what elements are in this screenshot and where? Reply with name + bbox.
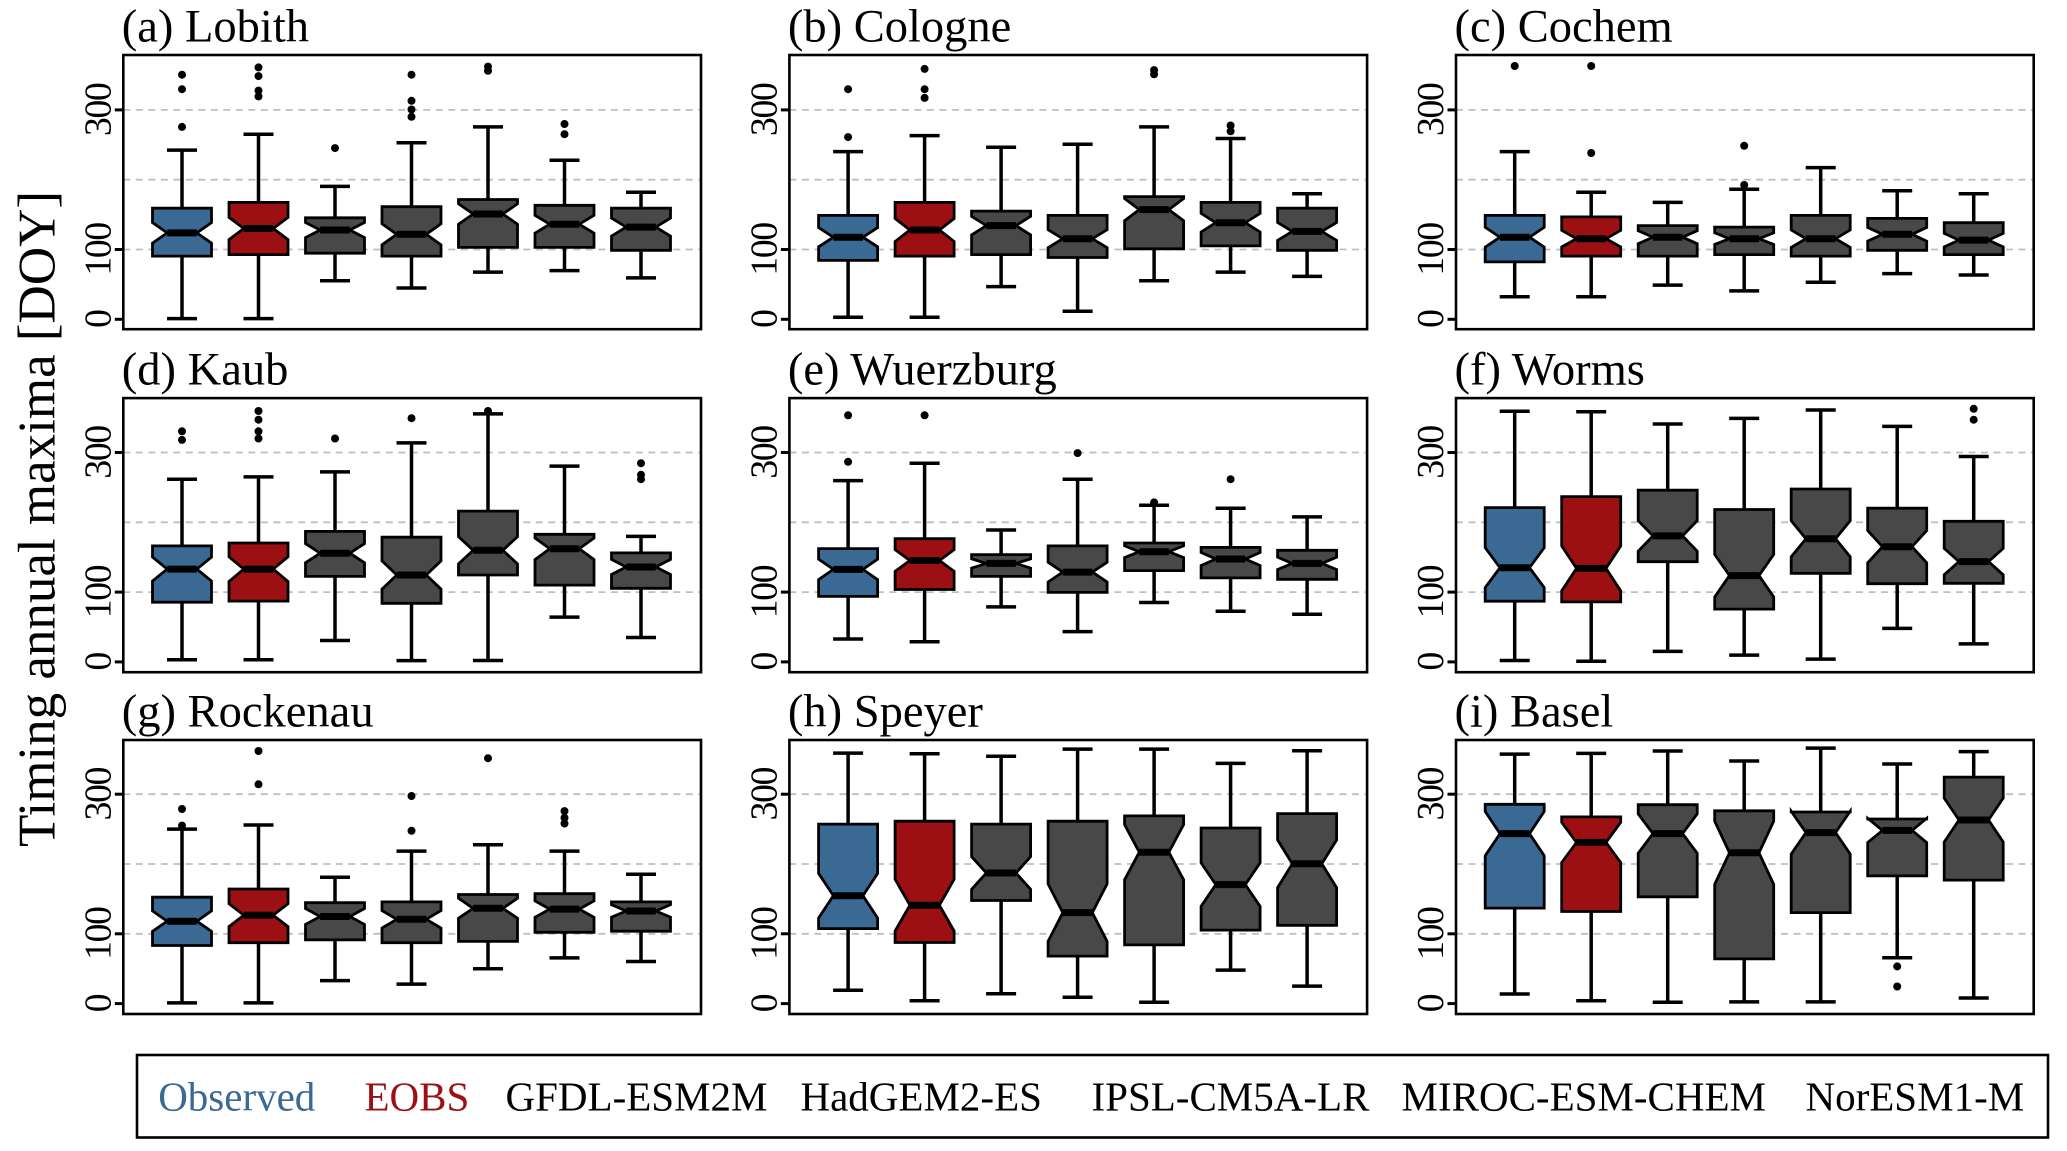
svg-text:100: 100 [1410,565,1452,618]
svg-text:(e) Wuerzburg: (e) Wuerzburg [788,345,1057,396]
svg-text:100: 100 [743,223,785,276]
svg-text:300: 300 [1410,83,1452,136]
svg-text:300: 300 [77,426,119,479]
svg-text:0: 0 [743,310,785,328]
svg-text:0: 0 [1410,653,1452,671]
svg-text:300: 300 [1410,426,1452,479]
svg-text:NorESM1-M: NorESM1-M [1806,1074,2025,1120]
svg-text:300: 300 [743,767,785,820]
svg-text:300: 300 [77,83,119,136]
svg-text:(f) Worms: (f) Worms [1455,345,1645,396]
svg-text:0: 0 [743,653,785,671]
svg-text:(b) Cologne: (b) Cologne [788,2,1011,53]
svg-text:100: 100 [77,565,119,618]
svg-text:300: 300 [743,83,785,136]
svg-text:300: 300 [743,426,785,479]
svg-text:(d) Kaub: (d) Kaub [122,345,289,396]
svg-text:100: 100 [743,565,785,618]
svg-text:HadGEM2-ES: HadGEM2-ES [801,1074,1042,1120]
svg-text:(a) Lobith: (a) Lobith [122,2,309,53]
svg-text:100: 100 [77,907,119,960]
svg-text:(c) Cochem: (c) Cochem [1455,2,1673,53]
svg-text:100: 100 [1410,223,1452,276]
svg-text:100: 100 [743,907,785,960]
svg-text:0: 0 [1410,310,1452,328]
svg-text:(i) Basel: (i) Basel [1455,687,1614,738]
svg-text:0: 0 [1410,994,1452,1012]
svg-text:100: 100 [77,223,119,276]
svg-text:MIROC-ESM-CHEM: MIROC-ESM-CHEM [1402,1074,1766,1120]
svg-text:(g) Rockenau: (g) Rockenau [122,687,374,738]
svg-text:0: 0 [77,994,119,1012]
svg-text:IPSL-CM5A-LR: IPSL-CM5A-LR [1092,1074,1371,1120]
svg-text:0: 0 [77,653,119,671]
svg-text:GFDL-ESM2M: GFDL-ESM2M [506,1074,768,1120]
svg-text:0: 0 [77,310,119,328]
svg-text:300: 300 [77,767,119,820]
svg-text:Timing annual maxima [DOY]: Timing annual maxima [DOY] [9,191,67,847]
svg-text:0: 0 [743,994,785,1012]
svg-text:300: 300 [1410,767,1452,820]
svg-text:100: 100 [1410,907,1452,960]
svg-text:EOBS: EOBS [365,1074,470,1120]
svg-text:(h) Speyer: (h) Speyer [788,687,983,738]
svg-text:Observed: Observed [158,1074,315,1120]
